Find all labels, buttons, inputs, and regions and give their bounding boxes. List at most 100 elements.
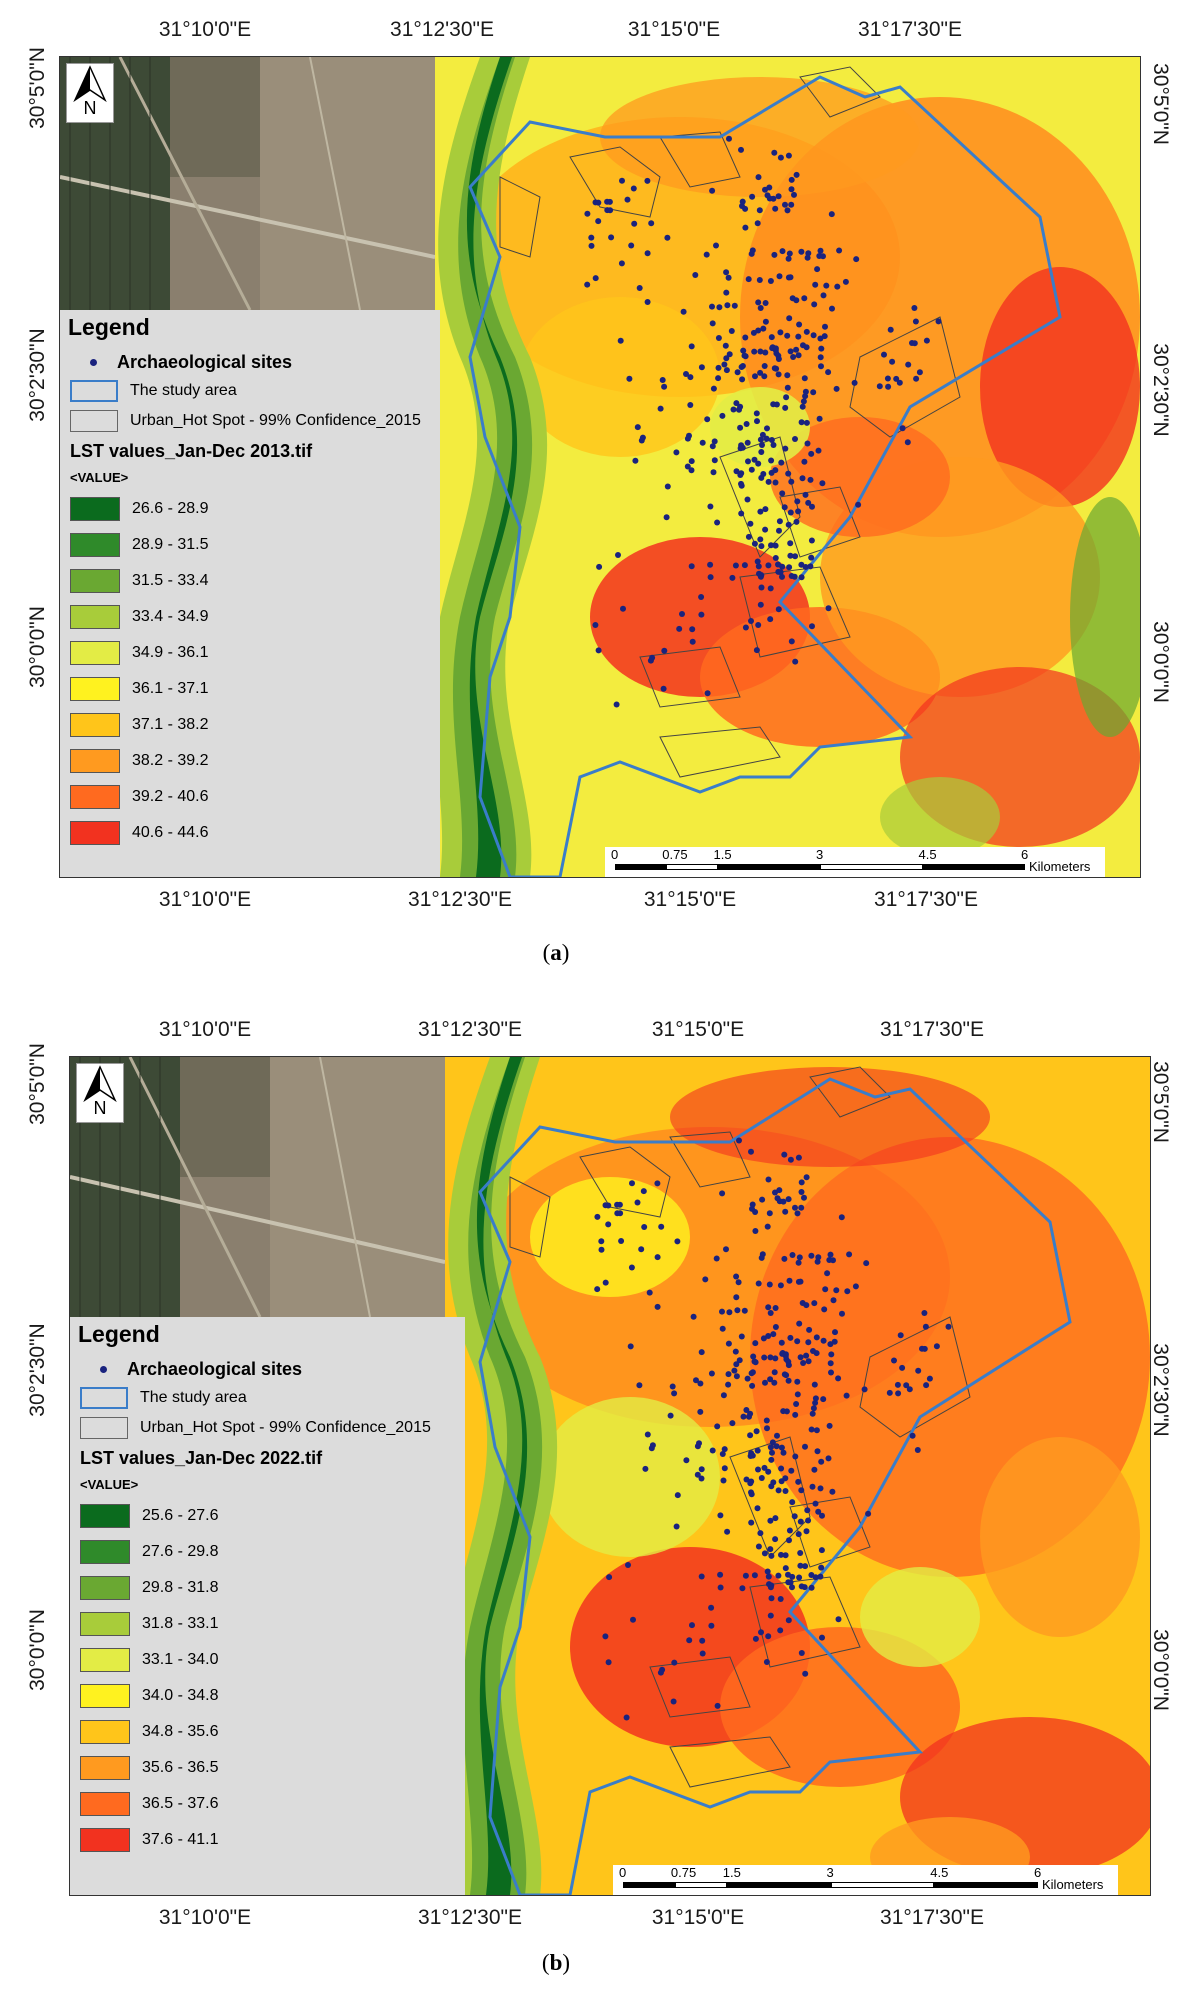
lst-map-2013: N Legend Archaeological sites The study … bbox=[59, 56, 1141, 878]
archaeological-site-dot bbox=[768, 457, 775, 464]
archaeological-site-dot bbox=[792, 436, 798, 442]
urban-hotspot-polygons bbox=[509, 1066, 971, 1788]
legend-class-row: 36.5 - 37.6 bbox=[80, 1792, 219, 1816]
lst-raster bbox=[60, 57, 1140, 877]
archaeological-site-dot bbox=[801, 375, 808, 382]
study-area-swatch bbox=[80, 1387, 128, 1409]
archaeological-site-dot bbox=[807, 476, 814, 483]
archaeological-site-dot bbox=[782, 1208, 789, 1215]
archaeological-site-dot bbox=[922, 1323, 929, 1330]
archaeological-site-dot bbox=[626, 375, 633, 382]
archaeological-site-dot bbox=[758, 474, 765, 481]
archaeological-site-dot bbox=[826, 1422, 833, 1429]
archaeological-site-dot bbox=[782, 1488, 789, 1494]
archaeological-site-dot bbox=[778, 1444, 785, 1451]
archaeological-site-dot bbox=[752, 373, 758, 380]
archaeological-site-dot bbox=[796, 1320, 803, 1327]
left-lat-label: 30°5'0"N bbox=[26, 47, 49, 129]
archaeological-site-dot bbox=[588, 242, 595, 249]
archaeological-site-dot bbox=[812, 1399, 819, 1406]
archaeological-site-dot bbox=[921, 1310, 928, 1316]
archaeological-site-dot bbox=[764, 1568, 771, 1575]
archaeological-site-dot bbox=[615, 552, 621, 558]
archaeological-site-dot bbox=[594, 1213, 601, 1220]
archaeological-site-dot bbox=[698, 364, 705, 371]
archaeological-site-dot bbox=[855, 501, 862, 508]
archaeological-site-dot bbox=[709, 320, 716, 327]
archaeological-site-dot bbox=[789, 1499, 796, 1506]
archaeological-site-dot bbox=[813, 1334, 820, 1341]
archaeological-site-dot bbox=[646, 1289, 653, 1296]
archaeological-site-dot bbox=[798, 248, 805, 255]
archaeological-site-dot bbox=[625, 1562, 631, 1568]
archaeological-site-dot bbox=[644, 299, 651, 305]
legend-class-swatch bbox=[80, 1504, 130, 1528]
archaeological-site-dot bbox=[768, 1483, 775, 1490]
archaeological-site-dot bbox=[800, 342, 806, 349]
archaeological-sites bbox=[594, 1137, 952, 1721]
archaeological-site-dot bbox=[834, 283, 841, 290]
archaeological-site-dot bbox=[640, 1188, 647, 1195]
heat-patches bbox=[460, 77, 1140, 857]
hotspot-swatch bbox=[70, 410, 118, 432]
archaeological-site-dot bbox=[775, 1487, 782, 1494]
archaeological-site-dot bbox=[613, 701, 620, 708]
archaeological-site-dot bbox=[733, 1361, 740, 1368]
archaeological-site-dot bbox=[820, 253, 826, 260]
archaeological-site-dot bbox=[839, 1310, 845, 1317]
archaeological-site-dot bbox=[606, 1574, 613, 1581]
archaeological-site-dot bbox=[762, 349, 769, 356]
archaeological-site-dot bbox=[772, 1515, 779, 1522]
archaeological-site-dot bbox=[704, 416, 711, 423]
archaeological-site-dot bbox=[803, 1528, 810, 1535]
archaeological-site-dot bbox=[767, 1376, 774, 1383]
archaeological-site-dot bbox=[812, 281, 819, 288]
archaeological-site-dot bbox=[843, 1392, 850, 1399]
archaeological-site-dot bbox=[763, 435, 770, 442]
archaeological-site-dot bbox=[835, 1616, 842, 1623]
archaeological-site-dot bbox=[818, 1547, 825, 1554]
archaeological-site-dot bbox=[825, 605, 832, 612]
archaeological-site-dot bbox=[671, 1390, 678, 1397]
top-lon-label: 31°15'0"E bbox=[651, 1018, 745, 1041]
archaeological-site-dot bbox=[846, 1251, 853, 1258]
archaeological-site-dot bbox=[772, 542, 779, 549]
archaeological-site-dot bbox=[893, 375, 900, 382]
archaeological-site-dot bbox=[838, 1214, 845, 1221]
archaeological-site-dot bbox=[799, 475, 806, 482]
archaeological-site-dot bbox=[584, 281, 591, 288]
archaeological-site-dot bbox=[770, 442, 777, 448]
archaeological-site-dot bbox=[725, 1381, 732, 1388]
archaeological-site-dot bbox=[833, 1287, 840, 1294]
top-lon-label: 31°12'30"E bbox=[418, 1018, 522, 1041]
archaeological-site-dot bbox=[809, 1483, 816, 1490]
archaeological-site-dot bbox=[752, 1228, 759, 1234]
archaeological-site-dot bbox=[885, 383, 892, 390]
archaeological-site-dot bbox=[772, 479, 779, 486]
archaeological-site-dot bbox=[733, 400, 740, 407]
archaeological-site-dot bbox=[628, 1264, 635, 1271]
archaeological-site-dot bbox=[605, 1221, 612, 1228]
left-lat-label: 30°2'30"N bbox=[26, 1323, 49, 1417]
archaeological-site-dot bbox=[755, 563, 762, 570]
archaeological-site-dot bbox=[796, 1254, 803, 1261]
archaeological-site-dot bbox=[757, 348, 764, 355]
archaeological-site-dot bbox=[761, 373, 768, 380]
archaeological-site-dot bbox=[642, 1465, 649, 1472]
archaeological-site-dot bbox=[592, 275, 599, 282]
archaeological-site-dot bbox=[836, 247, 843, 254]
archaeological-site-dot bbox=[723, 367, 730, 374]
archaeological-site-dot bbox=[649, 1442, 656, 1449]
archaeological-site-dot bbox=[734, 369, 741, 376]
archaeological-site-dot bbox=[811, 1381, 818, 1388]
archaeological-site-dot bbox=[814, 1258, 821, 1265]
archaeological-site-dot bbox=[799, 403, 806, 410]
archaeological-site-dot bbox=[758, 1629, 764, 1636]
archaeological-site-dot bbox=[737, 403, 744, 410]
archaeological-site-dot bbox=[715, 364, 722, 371]
legend: Legend Archaeological sites The study ar… bbox=[70, 1317, 465, 1895]
archaeological-site-dot bbox=[827, 1341, 834, 1348]
archaeological-site-dot bbox=[697, 1408, 704, 1415]
archaeological-site-dot bbox=[791, 191, 797, 198]
archaeological-site-dot bbox=[772, 1324, 779, 1330]
